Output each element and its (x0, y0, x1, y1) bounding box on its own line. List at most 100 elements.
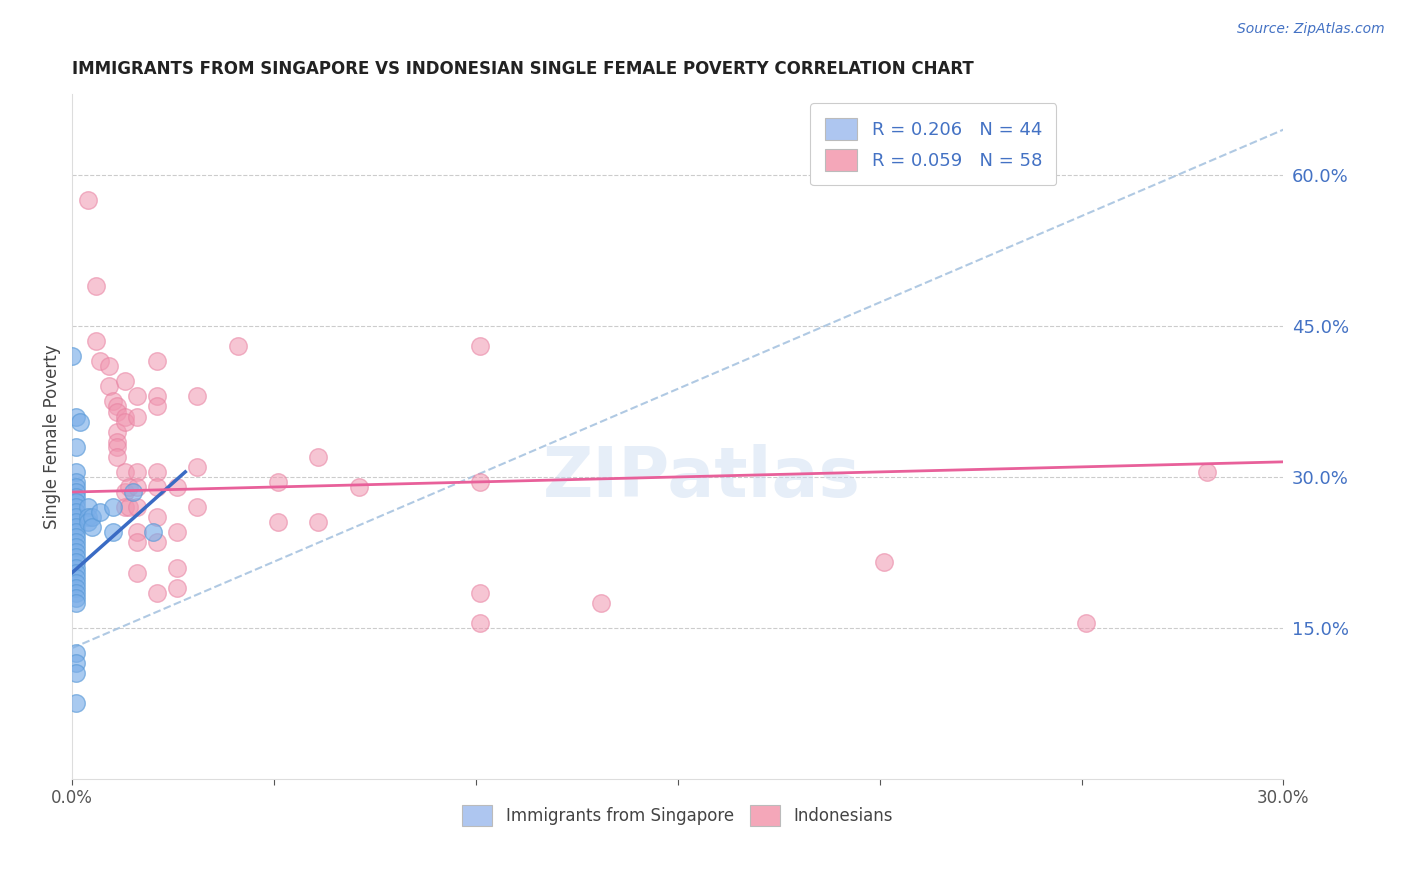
Point (89, 505, 111, 519)
Point (77, 500, 100, 515)
Point (186, 500, 208, 515)
Point (105, 434, 128, 449)
Point (125, 480, 148, 494)
Point (65, 541, 87, 555)
Point (60, 349, 83, 363)
Point (101, 394, 124, 409)
Point (77, 510, 100, 524)
Point (105, 440, 128, 454)
Point (468, 585, 491, 599)
Point (166, 480, 188, 494)
Point (101, 525, 124, 540)
Point (65, 530, 87, 544)
Point (186, 389, 208, 403)
Point (591, 596, 613, 610)
Point (65, 520, 87, 534)
Point (125, 566, 148, 580)
Point (77, 515, 100, 529)
Point (146, 480, 169, 494)
Point (65, 697, 87, 711)
Point (65, 485, 87, 500)
Point (86, 278, 108, 293)
Point (65, 566, 87, 580)
Text: IMMIGRANTS FROM SINGAPORE VS INDONESIAN SINGLE FEMALE POVERTY CORRELATION CHART: IMMIGRANTS FROM SINGAPORE VS INDONESIAN … (72, 60, 974, 78)
Point (125, 535, 148, 549)
Point (82, 510, 104, 524)
Point (65, 571, 87, 585)
Point (166, 581, 188, 595)
Point (468, 475, 491, 489)
Point (146, 354, 169, 368)
Point (142, 525, 165, 540)
Point (65, 560, 87, 574)
Point (146, 389, 169, 403)
Point (114, 500, 136, 515)
Point (65, 409, 87, 424)
Y-axis label: Single Female Poverty: Single Female Poverty (44, 344, 60, 529)
Point (65, 581, 87, 595)
Point (65, 585, 87, 599)
Point (468, 615, 491, 630)
Point (65, 656, 87, 670)
Legend: Immigrants from Singapore, Indonesians: Immigrants from Singapore, Indonesians (456, 798, 900, 832)
Text: ZIPatlas: ZIPatlas (543, 444, 860, 511)
Point (65, 550, 87, 565)
Point (114, 465, 136, 479)
Point (226, 339, 249, 353)
Point (65, 666, 87, 681)
Point (308, 515, 330, 529)
Point (125, 409, 148, 424)
Point (125, 389, 148, 403)
Point (114, 415, 136, 429)
Point (308, 450, 330, 464)
Point (166, 525, 188, 540)
Point (146, 535, 169, 549)
Point (97, 379, 120, 393)
Point (97, 359, 120, 374)
Point (118, 480, 141, 494)
Point (65, 556, 87, 570)
Point (118, 500, 141, 515)
Point (121, 485, 143, 500)
Point (65, 591, 87, 605)
Point (105, 425, 128, 439)
Point (114, 374, 136, 388)
Point (114, 409, 136, 424)
Point (65, 505, 87, 519)
Point (267, 515, 290, 529)
Point (86, 334, 108, 348)
Point (69, 415, 91, 429)
Point (82, 520, 104, 534)
Point (125, 465, 148, 479)
Point (125, 500, 148, 515)
Point (65, 646, 87, 660)
Point (77, 193, 100, 207)
Point (65, 575, 87, 590)
Point (65, 440, 87, 454)
Point (146, 465, 169, 479)
Point (1195, 465, 1218, 479)
Point (65, 535, 87, 549)
Point (146, 400, 169, 414)
Point (65, 545, 87, 559)
Point (146, 585, 169, 599)
Point (105, 400, 128, 414)
Point (65, 500, 87, 515)
Point (65, 525, 87, 540)
Point (468, 339, 491, 353)
Point (873, 556, 896, 570)
Point (186, 459, 208, 474)
Point (166, 560, 188, 574)
Point (65, 475, 87, 489)
Point (1074, 615, 1097, 630)
Point (347, 480, 370, 494)
Point (114, 485, 136, 500)
Point (101, 500, 124, 515)
Text: Source: ZipAtlas.com: Source: ZipAtlas.com (1237, 22, 1385, 37)
Point (65, 596, 87, 610)
Point (89, 354, 111, 368)
Point (105, 450, 128, 464)
Point (146, 510, 169, 524)
Point (65, 515, 87, 529)
Point (65, 480, 87, 494)
